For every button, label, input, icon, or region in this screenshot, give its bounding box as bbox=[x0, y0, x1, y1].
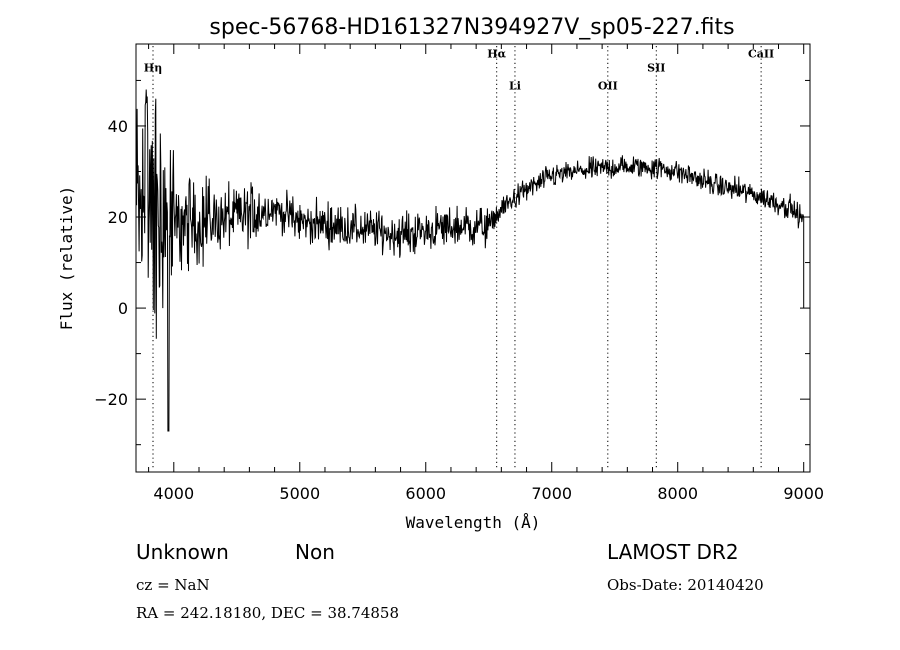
survey-name: LAMOST DR2 bbox=[607, 540, 739, 564]
redshift-cz: cz = NaN bbox=[136, 576, 210, 594]
object-class: Unknown bbox=[136, 540, 229, 564]
x-tick-label: 7000 bbox=[531, 484, 572, 503]
spectral-line-markers: Hη Hα Li OII SII CaII bbox=[144, 46, 774, 470]
y-tick-label: −20 bbox=[94, 390, 128, 409]
spectral-line-label: Hα bbox=[487, 48, 506, 61]
axis-ticks: 4000 5000 6000 7000 8000 9000 −20 0 20 40 bbox=[94, 44, 824, 503]
spectrum-line bbox=[136, 89, 805, 432]
coordinates: RA = 242.18180, DEC = 38.74858 bbox=[136, 604, 400, 622]
spectral-line-label: Hη bbox=[144, 61, 162, 74]
object-subclass: Non bbox=[295, 540, 335, 564]
x-tick-label: 8000 bbox=[657, 484, 698, 503]
y-tick-label: 40 bbox=[108, 117, 128, 136]
spectrum-chart: spec-56768-HD161327N394927V_sp05-227.fit… bbox=[57, 15, 824, 532]
spectral-line-label: CaII bbox=[748, 48, 774, 61]
chart-title: spec-56768-HD161327N394927V_sp05-227.fit… bbox=[209, 15, 734, 40]
x-tick-label: 6000 bbox=[405, 484, 446, 503]
spectral-line-label: OII bbox=[598, 80, 618, 93]
x-tick-label: 5000 bbox=[279, 484, 320, 503]
spectral-line-label: SII bbox=[647, 61, 665, 74]
observation-date: Obs-Date: 20140420 bbox=[607, 576, 764, 594]
plot-frame bbox=[135, 43, 811, 473]
y-axis-label: Flux (relative) bbox=[57, 186, 76, 331]
x-axis-label: Wavelength (Å) bbox=[406, 513, 541, 532]
y-tick-label: 20 bbox=[108, 208, 128, 227]
y-tick-label: 0 bbox=[118, 299, 128, 318]
spectral-line-label: Li bbox=[509, 80, 521, 93]
x-tick-label: 4000 bbox=[153, 484, 194, 503]
x-tick-label: 9000 bbox=[783, 484, 824, 503]
